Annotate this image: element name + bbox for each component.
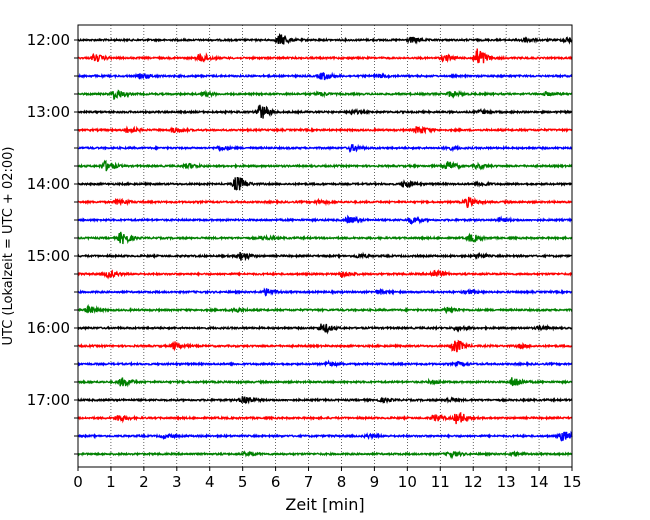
seismic-trace xyxy=(77,214,573,225)
y-tick-label: 14:00 xyxy=(27,175,70,193)
seismic-trace xyxy=(77,287,573,297)
y-axis-ticks: 12:00 13:00 14:00 15:00 16:00 17:00 xyxy=(27,31,78,455)
seismic-trace xyxy=(77,339,573,353)
seismic-trace xyxy=(77,143,573,153)
plot-frame xyxy=(77,24,573,468)
x-axis-ticks: 0 1 2 3 4 5 6 7 8 9 10 11 12 13 14 15 xyxy=(73,467,582,491)
seismic-trace xyxy=(77,303,573,315)
y-tick-label: 13:00 xyxy=(27,103,70,121)
seismic-trace xyxy=(77,377,573,388)
x-tick-label: 0 xyxy=(73,473,83,491)
x-tick-label: 6 xyxy=(271,473,281,491)
seismic-trace xyxy=(77,32,573,45)
y-tick-label: 15:00 xyxy=(27,247,70,265)
y-tick-label: 16:00 xyxy=(27,319,70,337)
seismic-trace xyxy=(77,104,573,119)
seismic-trace xyxy=(77,159,573,172)
seismic-trace xyxy=(77,450,573,460)
seismic-trace xyxy=(77,359,573,369)
seismic-trace xyxy=(77,269,573,280)
seismic-traces xyxy=(77,32,573,460)
seismic-trace xyxy=(77,430,573,442)
x-tick-label: 2 xyxy=(139,473,149,491)
x-tick-label: 3 xyxy=(172,473,182,491)
x-tick-label: 5 xyxy=(238,473,248,491)
x-tick-label: 15 xyxy=(562,473,581,491)
seismic-trace xyxy=(77,125,573,135)
seismic-trace xyxy=(77,89,573,100)
seismic-trace xyxy=(77,323,573,335)
seismic-trace xyxy=(77,48,573,64)
x-tick-label: 8 xyxy=(337,473,347,491)
x-tick-label: 11 xyxy=(431,473,450,491)
x-tick-label: 13 xyxy=(497,473,516,491)
seismic-trace xyxy=(77,251,573,262)
y-axis-label: UTC (Lokalzeit = UTC + 02:00) xyxy=(1,147,16,346)
seismic-trace xyxy=(77,196,573,209)
x-tick-label: 10 xyxy=(398,473,417,491)
seismic-trace xyxy=(77,411,573,425)
x-tick-label: 1 xyxy=(106,473,116,491)
x-axis-label: Zeit [min] xyxy=(285,495,364,514)
y-tick-label: 17:00 xyxy=(27,391,70,409)
x-tick-label: 12 xyxy=(464,473,483,491)
x-tick-label: 9 xyxy=(370,473,380,491)
seismic-trace xyxy=(77,71,573,81)
x-tick-label: 14 xyxy=(530,473,549,491)
x-tick-label: 7 xyxy=(304,473,314,491)
x-tick-label: 4 xyxy=(205,473,215,491)
seismic-trace xyxy=(77,396,573,405)
seismic-trace xyxy=(77,176,573,191)
seismic-trace xyxy=(77,231,573,245)
y-tick-label: 12:00 xyxy=(27,31,70,49)
